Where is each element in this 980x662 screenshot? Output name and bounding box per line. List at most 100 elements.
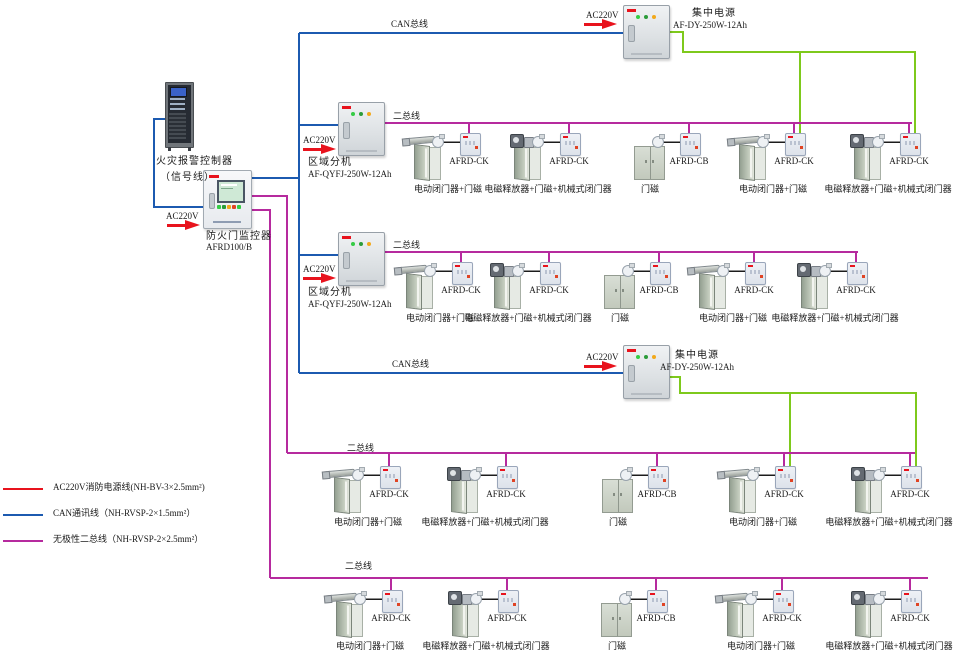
ac220v-arrow [167, 220, 201, 231]
cabinet-handle [343, 252, 350, 269]
brand-logo [627, 349, 636, 352]
arrow-shaft [584, 23, 603, 26]
module-label: AFRD-CK [529, 285, 569, 295]
door-icon [727, 601, 754, 638]
door-leaf [406, 273, 422, 310]
door-leaf [727, 601, 743, 638]
module-logo [653, 265, 658, 267]
door-magnet-icon [717, 263, 730, 277]
module-slot [503, 598, 505, 602]
legend-label: 无极性二总线（NH-RVSP-2×2.5mm²） [53, 534, 204, 544]
monitor-handle [209, 193, 215, 209]
ac220v-label: AC220V [303, 264, 336, 274]
module-slot [389, 474, 391, 478]
double-door-icon [601, 603, 632, 637]
module-logo [788, 136, 793, 138]
door-icon [729, 477, 756, 514]
module-slot [786, 598, 788, 602]
module-led [397, 603, 400, 606]
door-magnet-icon [354, 591, 367, 605]
module-slot [502, 474, 504, 478]
module-led [916, 603, 919, 606]
module-slot [657, 474, 659, 478]
module-slot [910, 598, 912, 602]
device-label: 电磁释放器+门磁+机械式闭门器 [484, 184, 612, 194]
door-icon [451, 477, 478, 514]
module-slot [507, 598, 509, 602]
device-label: 电磁释放器+门磁+机械式闭门器 [824, 184, 952, 194]
fire-door-monitor-label: 防火门监控器 [206, 231, 272, 242]
afrd-module [650, 262, 671, 285]
module-logo [463, 136, 468, 138]
module-label: AFRD-CK [836, 285, 876, 295]
module-logo [683, 136, 688, 138]
dc-power-line-mid [668, 376, 917, 466]
door-icon [336, 601, 363, 638]
module-slot [693, 141, 695, 145]
device-label: 电磁释放器+门磁+机械式闭门器 [825, 517, 953, 527]
module-logo [543, 265, 548, 267]
door-icon [334, 477, 361, 514]
door-leaf [452, 601, 468, 638]
door-magnet-icon [470, 591, 483, 605]
brand-logo [342, 236, 351, 239]
release-device-icon [490, 263, 504, 277]
module-slot [465, 270, 467, 274]
module-slot [905, 141, 907, 145]
door-leaf [855, 601, 871, 638]
module-label: AFRD-CK [371, 613, 411, 623]
module-led [790, 479, 793, 482]
module-led [513, 603, 516, 606]
monitor-button [217, 205, 221, 209]
module-label: AFRD-CK [890, 613, 930, 623]
fire-alarm-controller-cabinet [165, 82, 194, 151]
module-slot [565, 141, 567, 145]
afrd-module [452, 262, 473, 285]
module-slot [794, 141, 796, 145]
legend-label: AC220V消防电源线(NH-BV-3×2.5mm²) [53, 482, 205, 492]
module-slot [655, 270, 657, 274]
afrd-module [460, 133, 481, 156]
signal-line-note: （信号线） [160, 172, 215, 183]
module-led [862, 275, 865, 278]
module-logo [748, 265, 753, 267]
module-slot [754, 270, 756, 274]
door-icon [406, 273, 433, 310]
module-slot [393, 474, 395, 478]
release-device-icon [447, 467, 461, 481]
module-logo [455, 265, 460, 267]
afrd-module [847, 262, 868, 285]
module-slot [395, 598, 397, 602]
module-led [695, 146, 698, 149]
device-label: 电动闭门器+门磁 [413, 184, 483, 194]
fire-door-monitor-unit [203, 170, 252, 229]
cabinet-leg [188, 147, 191, 151]
arrow-head [185, 220, 200, 230]
ac220v-arrow [584, 19, 618, 30]
ac220v-label: AC220V [586, 10, 619, 20]
two-bus-feed-row4 [250, 209, 271, 578]
module-label: AFRD-CK [890, 489, 930, 499]
arrow-head [602, 361, 617, 371]
afrd-module [745, 262, 766, 285]
device-label: 电动闭门器+门磁 [333, 517, 403, 527]
module-label: AFRD-CK [487, 613, 527, 623]
door-leaf [729, 477, 745, 514]
module-slot [569, 141, 571, 145]
module-slot [661, 474, 663, 478]
double-door-icon [602, 479, 633, 513]
device-label: 电动闭门器+门磁 [738, 184, 808, 194]
module-slot [906, 474, 908, 478]
door-icon [452, 601, 479, 638]
two-bus-label-row3: 二总线 [347, 443, 375, 453]
module-slot [856, 270, 858, 274]
module-label: AFRD-CK [774, 156, 814, 166]
module-logo [383, 469, 388, 471]
module-slot [652, 598, 654, 602]
afrd-module [540, 262, 561, 285]
door-leaf [336, 601, 352, 638]
legend-line [3, 488, 43, 490]
module-led [662, 603, 665, 606]
door-magnet-icon [873, 467, 886, 481]
door-magnet-icon [619, 591, 632, 605]
